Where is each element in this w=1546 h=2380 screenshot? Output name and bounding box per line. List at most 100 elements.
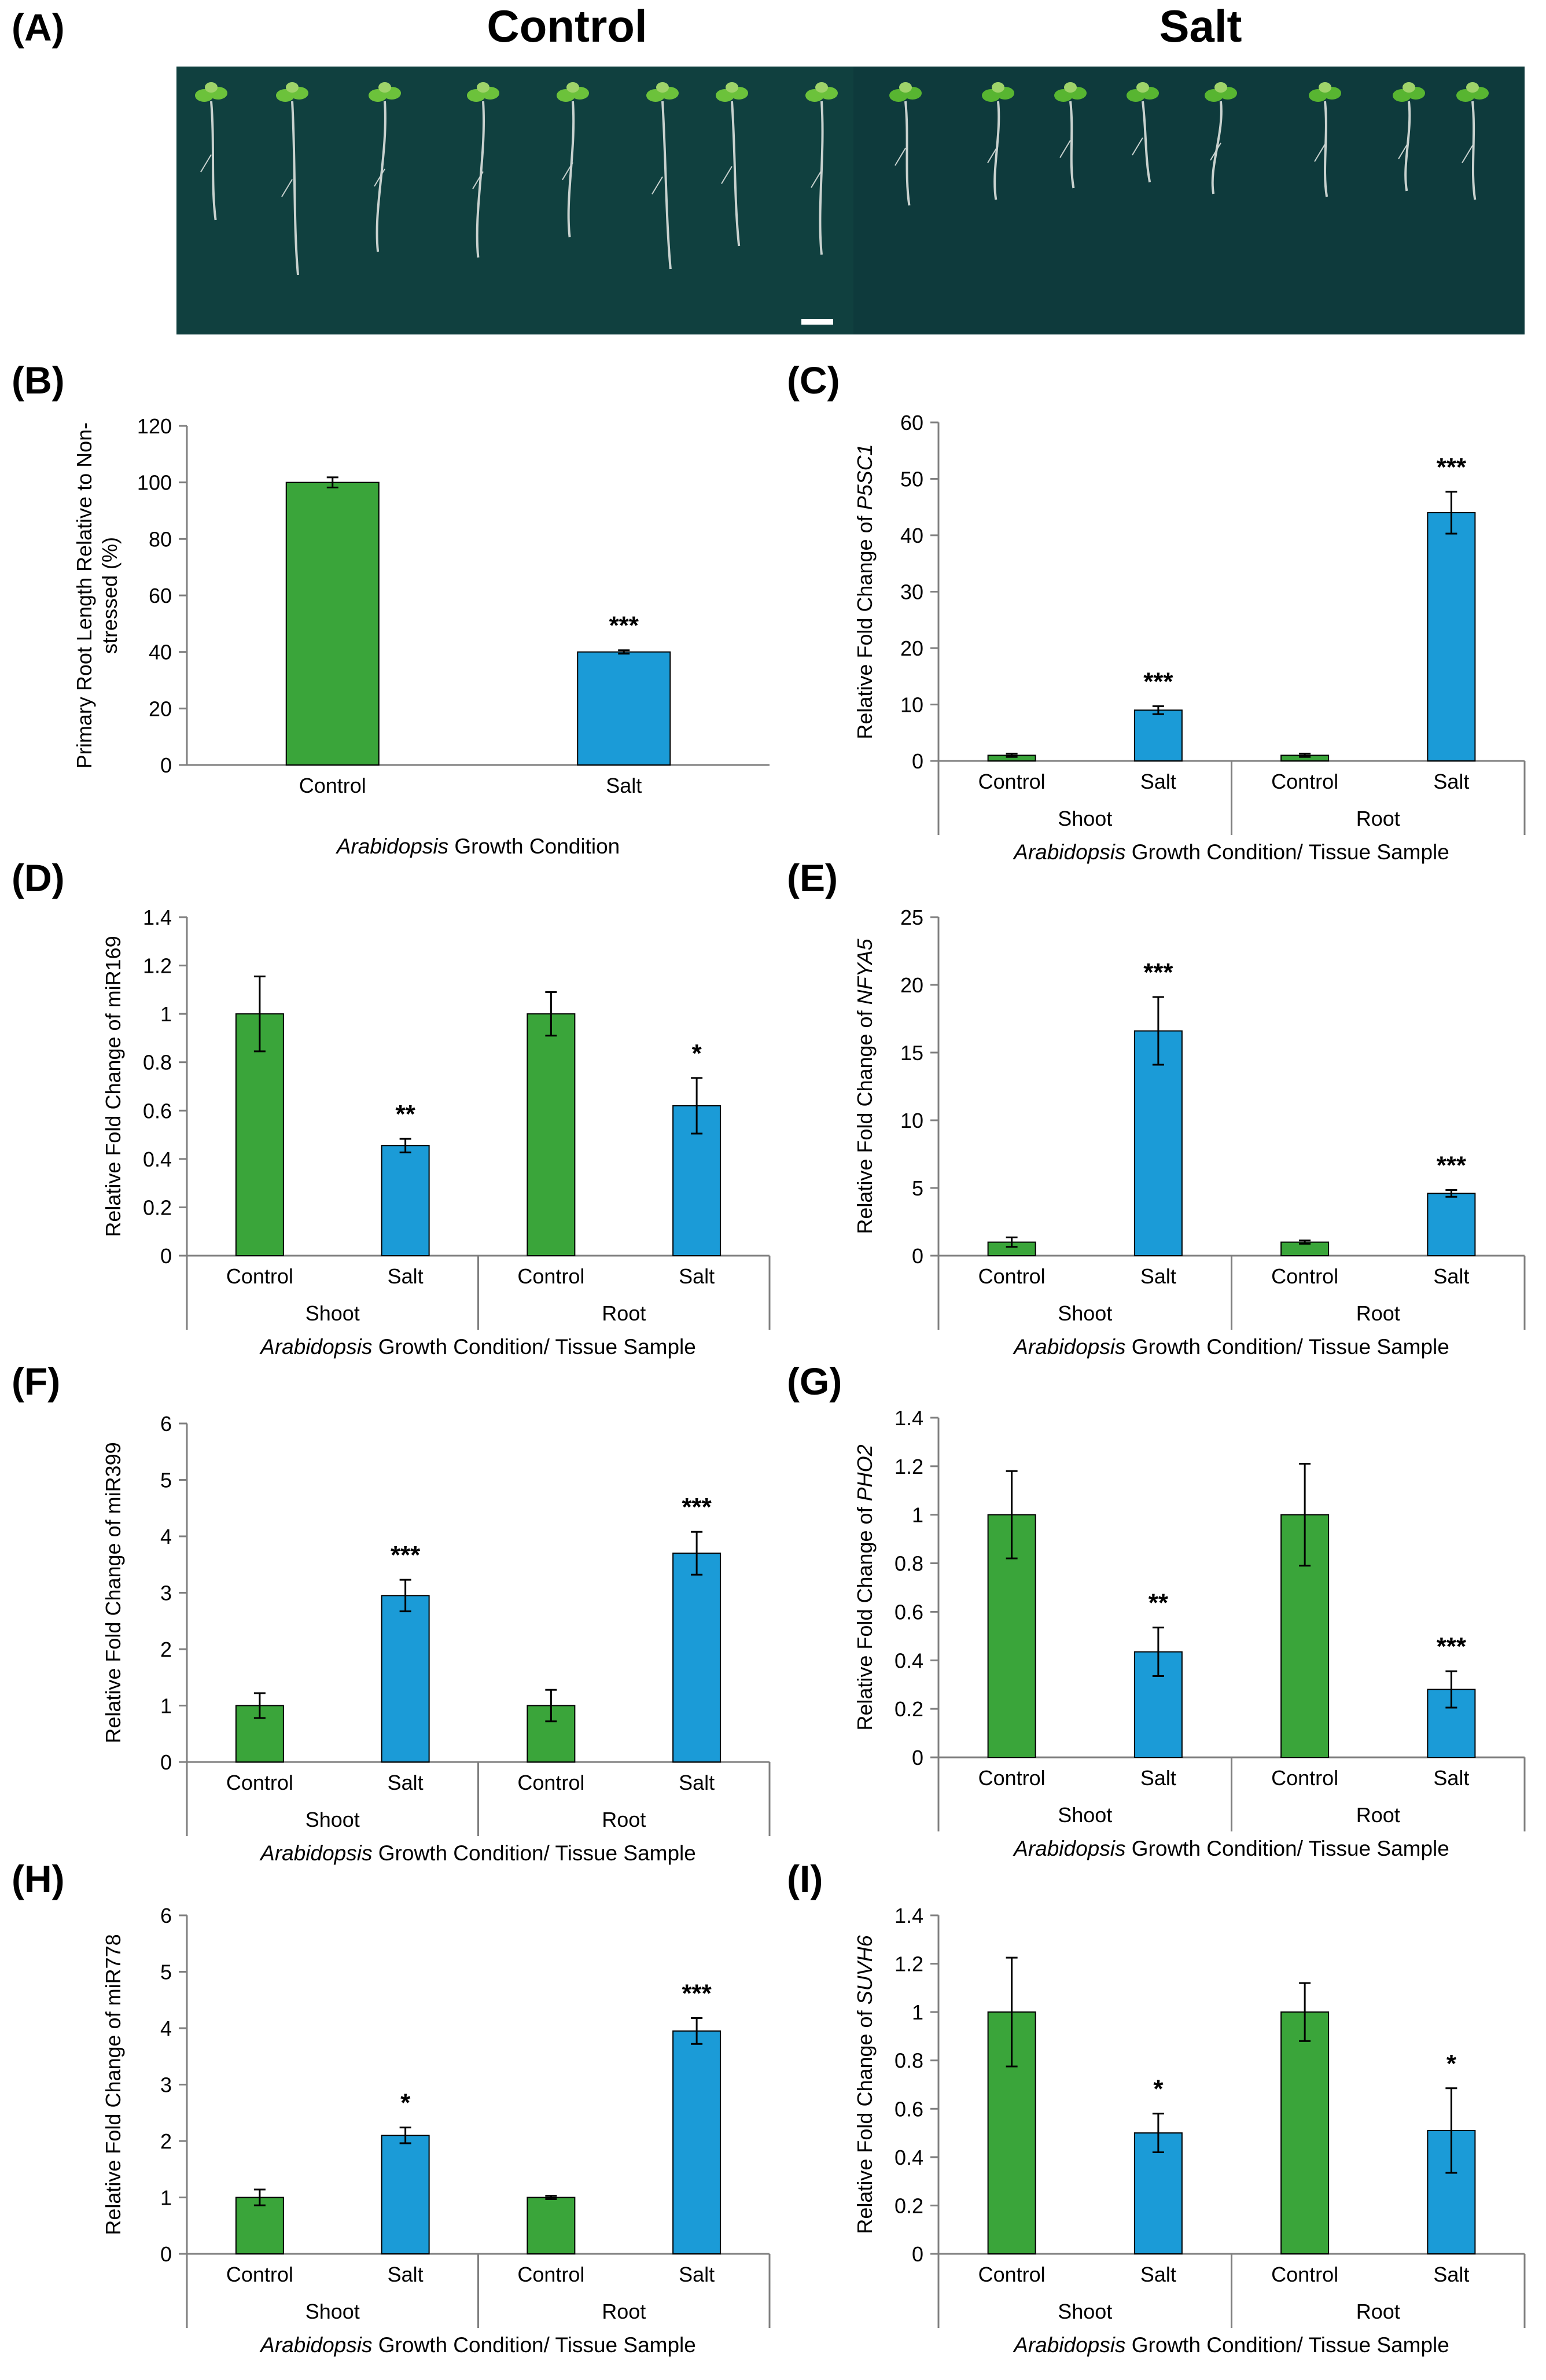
y-tick-label: 1 [160, 1694, 172, 1718]
panel-label-g: (G) [787, 1360, 842, 1403]
control-seedling-6-lateral-root [651, 176, 663, 195]
chart-panel-g: (G) 0 0.2 0.4 0.6 0.8 1 1.2 1.4 Control ** Salt Cont… [787, 1360, 1526, 1860]
category-label: Salt [1140, 1766, 1176, 1790]
salt-seedling-2-leaf-left [982, 89, 1000, 102]
seedling-group [195, 82, 1489, 275]
x-axis-title: Arabidopsis Growth Condition/ Tissue Sam… [1013, 2333, 1449, 2357]
x-axis-title: Arabidopsis Growth Condition [336, 834, 620, 858]
x-axis-title-species: Arabidopsis [259, 2333, 372, 2357]
bar-salt-2 [1133, 709, 1183, 762]
y-tick-label: 100 [137, 471, 172, 495]
category-label: Salt [388, 2263, 424, 2286]
control-seedling-8-lateral-root [811, 170, 822, 188]
salt-seedling-6-lateral-root [1314, 144, 1326, 162]
group-label-shoot: Shoot [305, 2300, 360, 2323]
group-label-root: Root [602, 1301, 646, 1325]
y-axis-title-prefix: Relative Fold Change of [101, 1514, 125, 1743]
y-tick-label: 15 [900, 1041, 923, 1065]
salt-seedling-3-lateral-root [1059, 139, 1071, 159]
bar-salt-4 [672, 2030, 722, 2254]
group-label-root: Root [1356, 2300, 1400, 2323]
control-seedling-3-lateral-root [374, 168, 385, 187]
y-tick-label: 0.2 [895, 2194, 923, 2217]
salt-seedling-5-leaf-left [1205, 89, 1223, 102]
x-axis-title-species: Arabidopsis [336, 834, 448, 858]
y-tick-label: 0 [160, 1750, 172, 1774]
control-seedling-1-leaf-left [195, 89, 214, 102]
bar-control-1 [235, 1013, 284, 1256]
salt-seedling-7-root [1404, 101, 1411, 192]
y-axis-title-prefix: Relative Fold Change of [853, 2004, 877, 2234]
y-tick-label: 20 [149, 697, 172, 720]
salt-seedling-4-leaf-top [1136, 82, 1149, 93]
y-tick-label: 0.2 [143, 1195, 172, 1219]
y-tick-label: 60 [149, 584, 172, 608]
control-seedling-4-root [476, 101, 485, 258]
y-axis-title-gene: SUVH6 [853, 1934, 877, 2004]
x-axis-title-rest: Growth Condition/ Tissue Sample [1125, 1335, 1449, 1359]
salt-seedling-2-lateral-root [987, 145, 999, 164]
y-tick-label: 0 [160, 753, 172, 777]
y-tick-label: 0.6 [143, 1099, 172, 1123]
group-label-root: Root [602, 1808, 646, 1831]
significance-stars: *** [1143, 958, 1173, 987]
control-seedling-4-leaf-top [477, 82, 489, 93]
significance-stars: *** [609, 612, 639, 640]
x-axis-title-rest: Growth Condition [448, 834, 620, 858]
control-seedling-3-root [376, 101, 387, 252]
salt-seedling-5-lateral-root [1210, 142, 1221, 161]
control-seedling-2-leaf-left [276, 89, 295, 102]
y-axis-title: Relative Fold Change of SUVH6 [853, 1934, 877, 2234]
x-axis-title: Arabidopsis Growth Condition/ Tissue Sam… [1013, 840, 1449, 864]
x-axis-title: Arabidopsis Growth Condition/ Tissue Sam… [259, 2333, 696, 2357]
control-seedling-6-root [661, 101, 672, 270]
scale-bar [801, 319, 833, 325]
y-axis-title-prefix: Relative Fold Change of [101, 2006, 125, 2235]
category-label: Control [978, 1766, 1046, 1790]
control-seedling-1-lateral-root [200, 154, 212, 172]
category-label: Salt [388, 1264, 424, 1288]
y-tick-label: 40 [900, 524, 923, 547]
bar-salt-2 [381, 2135, 430, 2254]
bar-salt-2 [381, 1595, 430, 1763]
y-tick-label: 10 [900, 693, 923, 717]
chart-panel-c: (C) 0 10 20 30 40 50 60 Control *** Salt Control ***… [787, 359, 1526, 864]
y-tick-label: 80 [149, 527, 172, 551]
y-axis-title-line-1: Primary Root Length Relative to Non- [72, 422, 96, 768]
category-label: Control [1271, 1264, 1338, 1288]
x-axis-title: Arabidopsis Growth Condition/ Tissue Sam… [259, 1841, 696, 1865]
y-tick-label: 1 [912, 2000, 923, 2024]
significance-stars: *** [682, 1979, 712, 2007]
y-tick-label: 1.2 [895, 1455, 923, 1478]
y-tick-label: 0.8 [895, 1552, 923, 1576]
salt-seedling-7-leaf-left [1393, 89, 1411, 102]
significance-stars: ** [396, 1100, 416, 1128]
y-axis-title: Relative Fold Change of miR399 [101, 1442, 125, 1743]
y-axis-title-line-2: stressed (%) [98, 537, 122, 654]
y-tick-label: 1.4 [143, 906, 172, 929]
group-label-root: Root [1356, 1803, 1400, 1827]
y-tick-label: 20 [900, 973, 923, 997]
panel-label-e: (E) [787, 856, 838, 899]
y-tick-label: 1 [912, 1503, 923, 1527]
salt-seedling-8-leaf-top [1466, 82, 1479, 93]
salt-seedling-8-root [1471, 101, 1477, 200]
x-axis-title-rest: Growth Condition/ Tissue Sample [372, 1335, 695, 1359]
y-tick-label: 25 [900, 906, 923, 929]
x-axis-title-species: Arabidopsis [1013, 840, 1125, 864]
control-seedling-6-leaf-top [656, 82, 669, 93]
salt-seedling-6-root [1324, 101, 1328, 197]
category-label: Salt [1140, 2263, 1176, 2286]
category-label: Salt [679, 1771, 715, 1794]
y-axis-title: Relative Fold Change of P5SC1 [853, 444, 877, 739]
salt-seedling-1-leaf-left [889, 89, 908, 102]
chart-panels: (B)020406080100120Control***SaltArabidop… [12, 359, 1526, 2357]
significance-stars: *** [1437, 1152, 1467, 1180]
group-label-root: Root [602, 2300, 646, 2323]
category-label: Control [226, 1264, 293, 1288]
control-seedling-5-root [567, 101, 575, 238]
x-axis-title: Arabidopsis Growth Condition/ Tissue Sam… [259, 1335, 696, 1359]
y-tick-label: 5 [160, 1960, 172, 1984]
y-axis-title-gene: miR169 [101, 936, 125, 1007]
chart-panel-i: (I) 0 0.2 0.4 0.6 0.8 1 1.2 1.4 Control * Salt Contr… [787, 1857, 1526, 2357]
